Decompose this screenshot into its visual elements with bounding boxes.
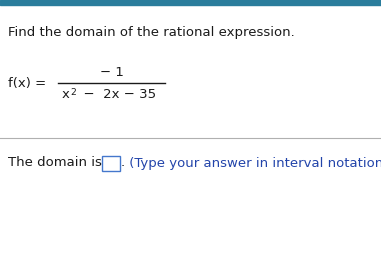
Text: −  2x − 35: − 2x − 35 [75, 88, 156, 101]
Bar [102, 155, 120, 170]
Text: f(x) =: f(x) = [8, 76, 50, 90]
Text: − 1: − 1 [99, 66, 123, 79]
Text: 2: 2 [70, 88, 76, 97]
Text: .: . [121, 157, 125, 169]
Text: (Type your answer in interval notation.): (Type your answer in interval notation.) [125, 157, 381, 169]
Text: Find the domain of the rational expression.: Find the domain of the rational expressi… [8, 26, 295, 39]
Text: x: x [62, 88, 70, 101]
Text: The domain is: The domain is [8, 157, 102, 169]
Bar [0, 0, 381, 5]
